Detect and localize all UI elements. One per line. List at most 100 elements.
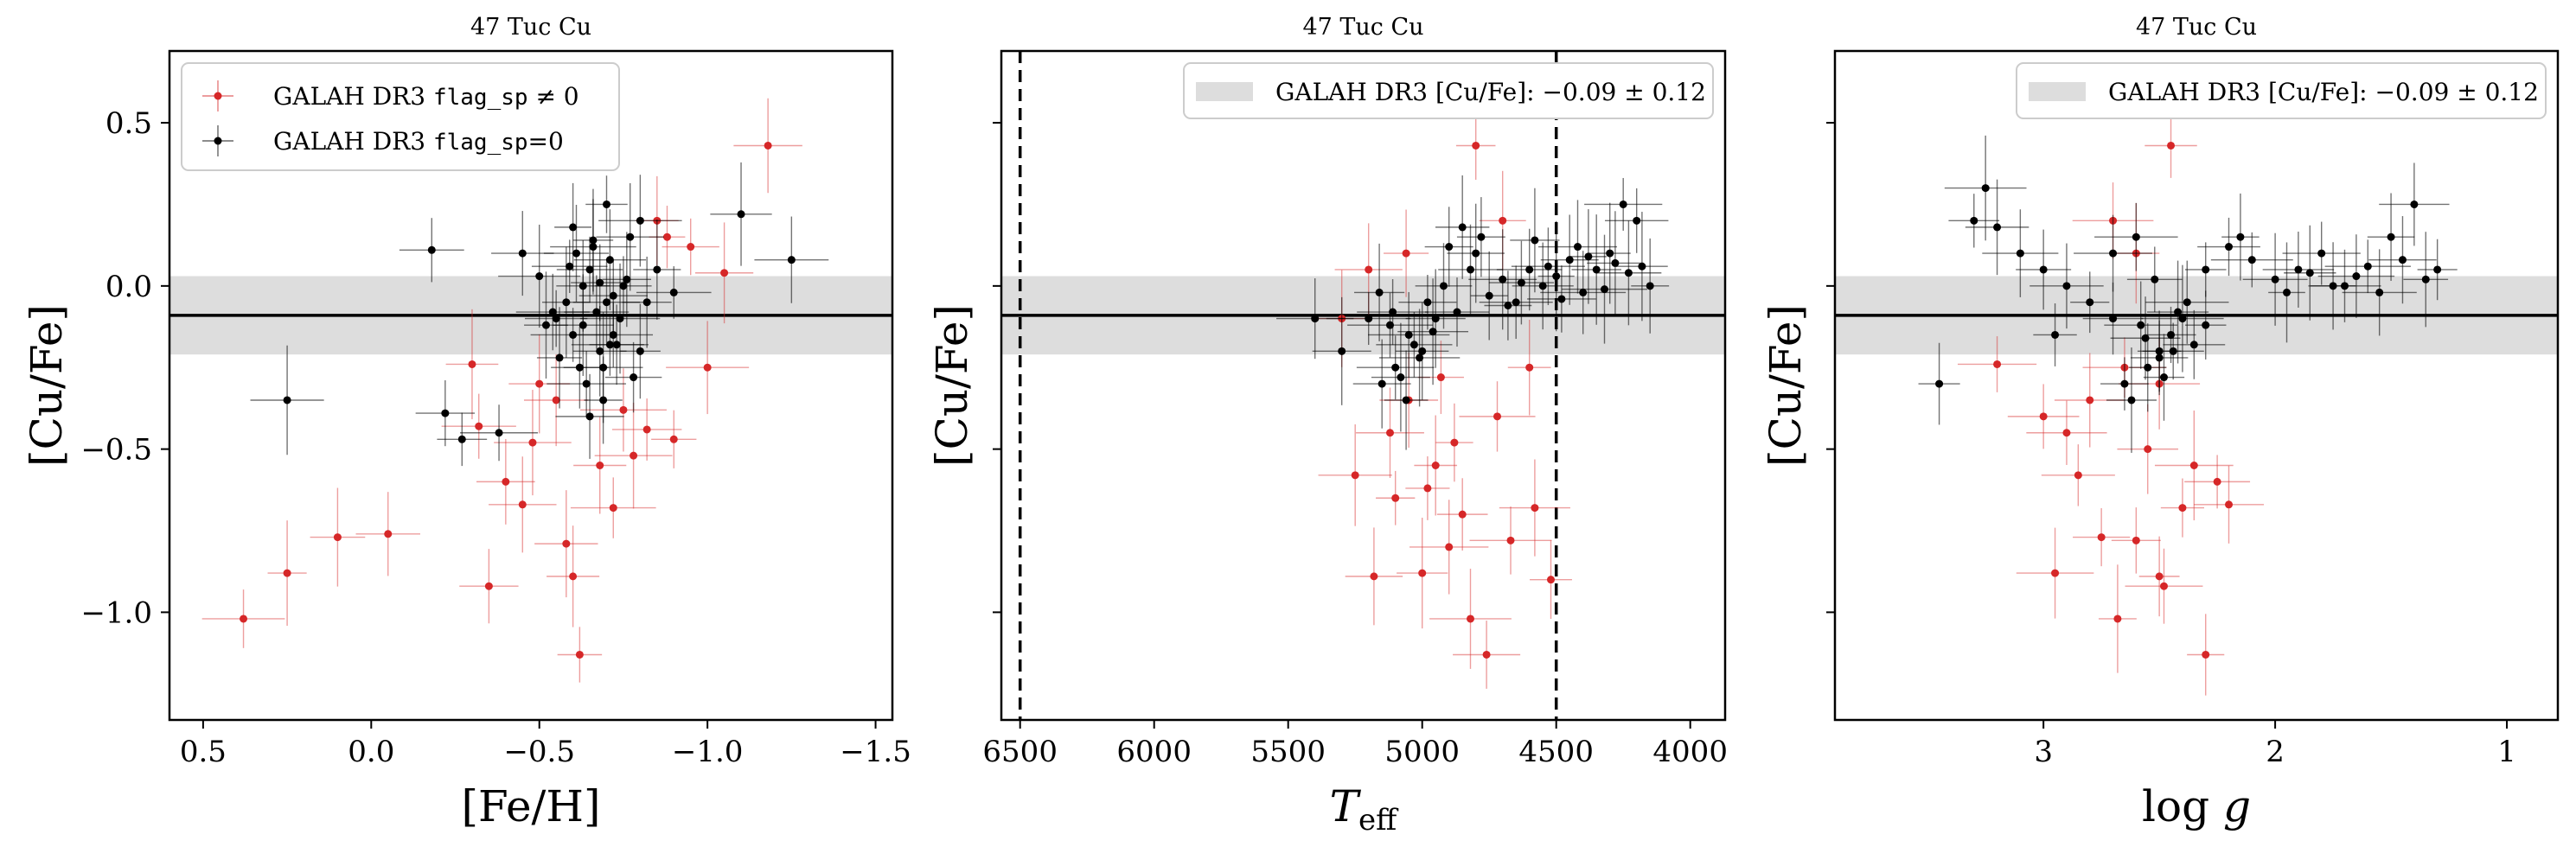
data-point (552, 396, 560, 404)
data-point (653, 265, 662, 274)
data-point (596, 278, 604, 287)
data-point (2062, 429, 2071, 437)
data-point (2109, 249, 2118, 258)
data-point (2132, 232, 2140, 241)
data-point (642, 298, 651, 307)
data-point (1504, 301, 1512, 309)
data-point (2051, 569, 2060, 577)
panel-1: 0.5 0.0 −0.5 −1.0 −1.5 0.5 0.0 −0.5 −1.0 47 Tuc C… (22, 14, 911, 831)
data-point (1416, 353, 1424, 362)
data-point (1574, 243, 1582, 252)
data-point (2086, 298, 2094, 307)
legend-label: GALAH DR3 flag_sp=0 (273, 127, 564, 156)
data-point (2352, 272, 2361, 281)
data-point (1445, 543, 1454, 551)
data-point (1606, 249, 1614, 258)
data-point (283, 569, 291, 577)
plot-area (169, 98, 892, 683)
legend-box (181, 62, 620, 171)
data-point (787, 256, 796, 264)
data-point (2159, 373, 2168, 382)
data-point (2202, 265, 2210, 274)
data-point (2398, 256, 2407, 264)
data-point (2183, 298, 2191, 307)
data-point (585, 265, 594, 274)
x-tick-label: 2 (2266, 735, 2285, 769)
x-tick-label: 0.5 (180, 735, 227, 769)
data-point (2375, 288, 2384, 296)
data-point (1458, 510, 1467, 519)
data-point (1436, 373, 1445, 382)
data-point (630, 451, 638, 460)
data-point (2213, 477, 2221, 486)
data-point (1423, 298, 1432, 307)
data-point (630, 373, 638, 382)
data-point (1472, 249, 1480, 258)
data-point (441, 409, 450, 417)
data-point (1601, 285, 1608, 294)
data-point (2109, 315, 2118, 323)
data-point (703, 363, 712, 372)
axes-frame (1833, 49, 2560, 722)
data-point (1351, 471, 1359, 480)
data-point (2202, 650, 2210, 659)
data-point (2410, 200, 2419, 208)
data-point (1391, 494, 1400, 502)
data-point (502, 477, 510, 486)
data-point (555, 353, 564, 362)
data-point (518, 500, 527, 509)
data-point (562, 298, 571, 307)
y-axis-label: [Cu/Fe] (1761, 304, 1811, 467)
data-point (1389, 308, 1397, 316)
data-point (468, 360, 476, 368)
data-point (1482, 650, 1491, 659)
x-tick-label: 0.0 (348, 735, 394, 769)
data-point (1506, 536, 1515, 544)
data-point (1467, 615, 1474, 623)
legend-box (1183, 62, 1714, 119)
data-point (1557, 295, 1566, 303)
data-point (1402, 396, 1410, 404)
data-point (562, 539, 571, 548)
data-point (2169, 347, 2177, 355)
data-point (2155, 353, 2164, 362)
data-point (2159, 582, 2168, 590)
data-point (1565, 256, 1574, 264)
data-point (2189, 462, 2198, 470)
data-point (1485, 291, 1493, 300)
data-point (1450, 438, 1459, 447)
plot-area (1835, 113, 2558, 696)
data-point (1453, 308, 1461, 316)
data-point (1633, 216, 1641, 225)
data-point (1458, 223, 1467, 232)
data-point (1544, 262, 1552, 271)
data-point (2144, 445, 2152, 454)
data-point (1386, 429, 1394, 437)
x-axis-label: log g (2142, 781, 2251, 831)
x-tick-label: −1.5 (840, 735, 911, 769)
data-point (2155, 572, 2164, 581)
data-point (1365, 315, 1373, 323)
data-point (2051, 330, 2060, 339)
data-point (283, 396, 291, 404)
data-point (1624, 269, 1633, 277)
data-point (1418, 347, 1427, 355)
y-axis-label: [Cu/Fe] (22, 304, 72, 467)
data-point (457, 435, 466, 443)
data-point (1579, 288, 1588, 296)
data-point (619, 282, 628, 290)
data-point (619, 405, 628, 414)
data-point (528, 438, 537, 447)
data-point (589, 236, 598, 245)
data-point (764, 141, 772, 150)
data-point (240, 615, 248, 623)
data-point (2137, 321, 2145, 329)
data-point (2283, 288, 2291, 296)
data-point (1375, 288, 1384, 296)
data-point (475, 422, 483, 430)
data-point (669, 435, 678, 443)
data-point (1370, 572, 1378, 581)
data-point (578, 321, 587, 329)
data-point (2433, 265, 2442, 274)
data-point (2178, 504, 2187, 513)
